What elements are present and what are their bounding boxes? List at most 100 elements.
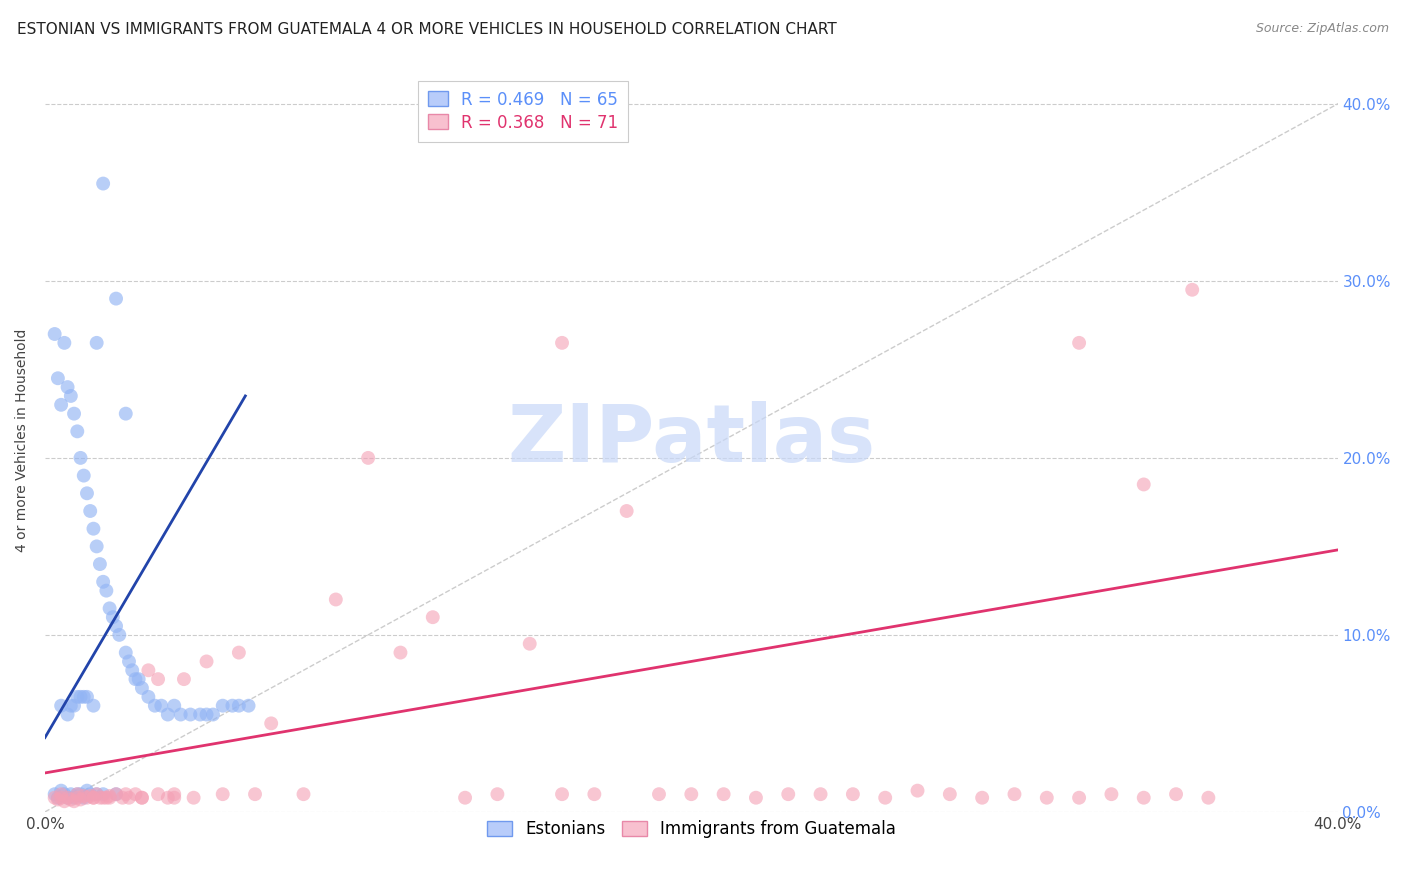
Point: [1069, 790, 1091, 805]
Point: [82, 698, 104, 713]
Point: [53, 335, 76, 350]
Point: [163, 698, 186, 713]
Point: [105, 787, 128, 801]
Point: [86, 540, 108, 554]
Point: [486, 787, 509, 801]
Point: [44, 790, 66, 805]
Point: [907, 783, 929, 797]
Point: [131, 681, 153, 695]
Point: [1197, 790, 1219, 805]
Point: [118, 790, 141, 805]
Point: [972, 790, 994, 805]
Point: [56, 707, 79, 722]
Point: [66, 787, 89, 801]
Point: [66, 787, 89, 801]
Point: [56, 380, 79, 394]
Point: [1132, 477, 1154, 491]
Point: [79, 787, 101, 801]
Point: [79, 504, 101, 518]
Point: [96, 790, 118, 805]
Point: [76, 486, 98, 500]
Point: [121, 663, 143, 677]
Point: [195, 707, 218, 722]
Point: [648, 787, 671, 801]
Point: [91, 787, 114, 801]
Point: [810, 787, 832, 801]
Point: [163, 790, 186, 805]
Point: [124, 787, 146, 801]
Point: [63, 698, 86, 713]
Point: [1181, 283, 1204, 297]
Point: [1004, 787, 1026, 801]
Point: [96, 583, 118, 598]
Point: [842, 787, 865, 801]
Point: [228, 698, 250, 713]
Point: [56, 790, 79, 805]
Point: [228, 646, 250, 660]
Point: [101, 610, 124, 624]
Point: [211, 698, 233, 713]
Point: [583, 787, 606, 801]
Point: [1099, 787, 1122, 801]
Point: [111, 790, 134, 805]
Point: [713, 787, 735, 801]
Point: [98, 601, 121, 615]
Point: [89, 557, 111, 571]
Point: [156, 707, 179, 722]
Point: [1036, 790, 1059, 805]
Point: [63, 790, 86, 805]
Point: [1069, 335, 1091, 350]
Text: Source: ZipAtlas.com: Source: ZipAtlas.com: [1256, 22, 1389, 36]
Point: [454, 790, 477, 805]
Point: [73, 790, 96, 805]
Legend: Estonians, Immigrants from Guatemala: Estonians, Immigrants from Guatemala: [479, 814, 903, 845]
Point: [59, 787, 82, 801]
Point: [422, 610, 444, 624]
Point: [91, 177, 114, 191]
Point: [292, 787, 315, 801]
Point: [76, 690, 98, 704]
Point: [66, 425, 89, 439]
Point: [202, 707, 225, 722]
Point: [86, 787, 108, 801]
Point: [44, 787, 66, 801]
Point: [73, 690, 96, 704]
Point: [73, 789, 96, 803]
Point: [124, 672, 146, 686]
Point: [69, 450, 91, 465]
Point: [44, 326, 66, 341]
Point: [108, 628, 131, 642]
Point: [53, 794, 76, 808]
Point: [173, 672, 195, 686]
Point: [91, 574, 114, 589]
Point: [69, 787, 91, 801]
Point: [211, 787, 233, 801]
Point: [131, 790, 153, 805]
Point: [82, 522, 104, 536]
Point: [1164, 787, 1187, 801]
Point: [66, 690, 89, 704]
Point: [91, 790, 114, 805]
Point: [138, 690, 160, 704]
Point: [131, 790, 153, 805]
Point: [76, 783, 98, 797]
Point: [59, 389, 82, 403]
Point: [79, 789, 101, 803]
Text: ESTONIAN VS IMMIGRANTS FROM GUATEMALA 4 OR MORE VEHICLES IN HOUSEHOLD CORRELATIO: ESTONIAN VS IMMIGRANTS FROM GUATEMALA 4 …: [17, 22, 837, 37]
Point: [519, 637, 541, 651]
Point: [325, 592, 347, 607]
Point: [98, 790, 121, 805]
Point: [69, 792, 91, 806]
Point: [138, 663, 160, 677]
Point: [63, 407, 86, 421]
Point: [82, 790, 104, 805]
Point: [73, 468, 96, 483]
Point: [357, 450, 380, 465]
Point: [86, 787, 108, 801]
Point: [49, 790, 72, 805]
Point: [939, 787, 962, 801]
Point: [146, 672, 169, 686]
Point: [114, 787, 136, 801]
Point: [49, 698, 72, 713]
Point: [59, 792, 82, 806]
